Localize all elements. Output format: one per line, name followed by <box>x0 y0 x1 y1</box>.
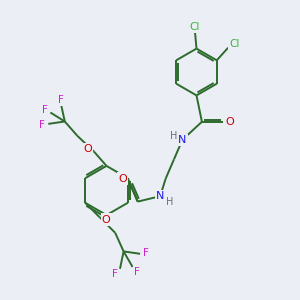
Text: H: H <box>170 131 177 141</box>
Text: N: N <box>156 191 164 201</box>
Text: F: F <box>112 269 118 279</box>
Text: Cl: Cl <box>230 39 240 49</box>
Text: H: H <box>166 196 173 207</box>
Text: N: N <box>178 135 187 145</box>
Text: F: F <box>58 94 64 105</box>
Text: F: F <box>39 119 45 130</box>
Text: O: O <box>83 144 92 154</box>
Text: O: O <box>102 214 111 225</box>
Text: O: O <box>226 117 235 127</box>
Text: O: O <box>118 173 127 184</box>
Text: F: F <box>42 104 48 115</box>
Text: F: F <box>143 248 149 258</box>
Text: F: F <box>134 267 140 278</box>
Text: Cl: Cl <box>190 22 200 32</box>
